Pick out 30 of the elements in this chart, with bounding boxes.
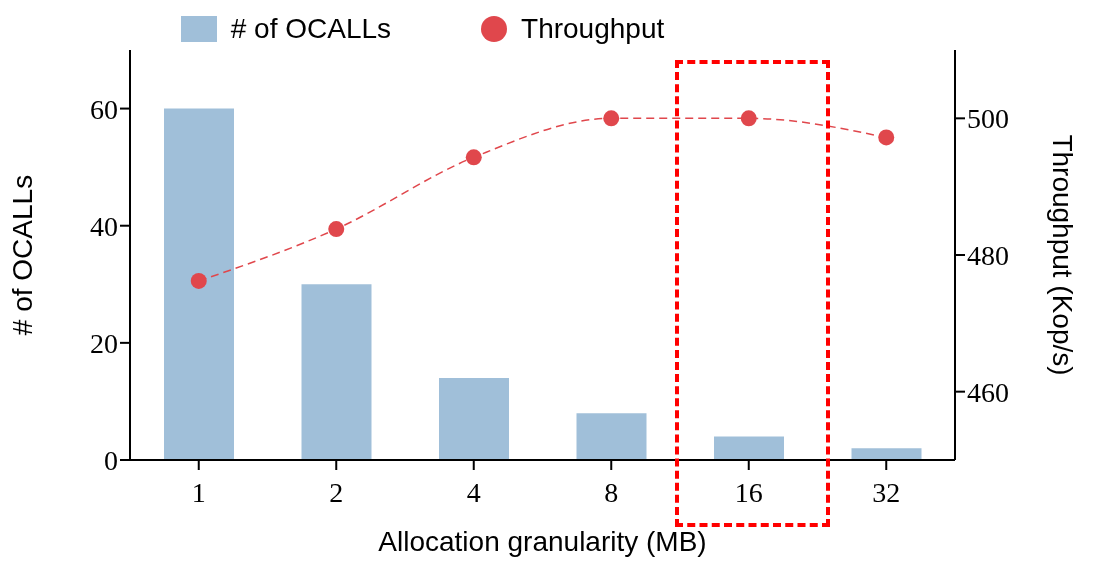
legend-label: # of OCALLs (230, 13, 392, 45)
x-tick-label: 16 (734, 476, 763, 508)
x-axis-title: Allocation granularity (MB) (378, 526, 707, 557)
y2-tick-label: 500 (967, 103, 1009, 135)
y-tick-label: 20 (90, 327, 118, 359)
point (740, 110, 757, 127)
x-tick-label: 4 (466, 476, 481, 508)
y2-tick-label: 480 (967, 239, 1009, 271)
x-tick-label: 32 (872, 476, 901, 508)
y-axis-title: # of OCALLs (6, 174, 38, 336)
bar (851, 448, 922, 460)
legend-label: Throughput (521, 13, 665, 45)
point (190, 272, 207, 289)
bar (439, 378, 509, 460)
x-tick-label: 2 (329, 476, 344, 508)
point (878, 129, 895, 146)
point (328, 221, 345, 238)
y-tick-label: 60 (90, 93, 118, 125)
bar (164, 108, 234, 460)
bar (714, 436, 784, 460)
y2-axis-title: Throughput (Kop/s) (1047, 134, 1079, 376)
point (465, 149, 482, 166)
x-tick-label: 1 (191, 476, 206, 508)
point (603, 110, 620, 127)
bar (576, 413, 647, 460)
y-tick-label: 40 (90, 210, 118, 242)
y2-tick-label: 460 (967, 376, 1009, 408)
x-tick-label: 8 (604, 476, 619, 508)
bar (301, 284, 372, 460)
y-tick-label: 0 (104, 444, 118, 476)
